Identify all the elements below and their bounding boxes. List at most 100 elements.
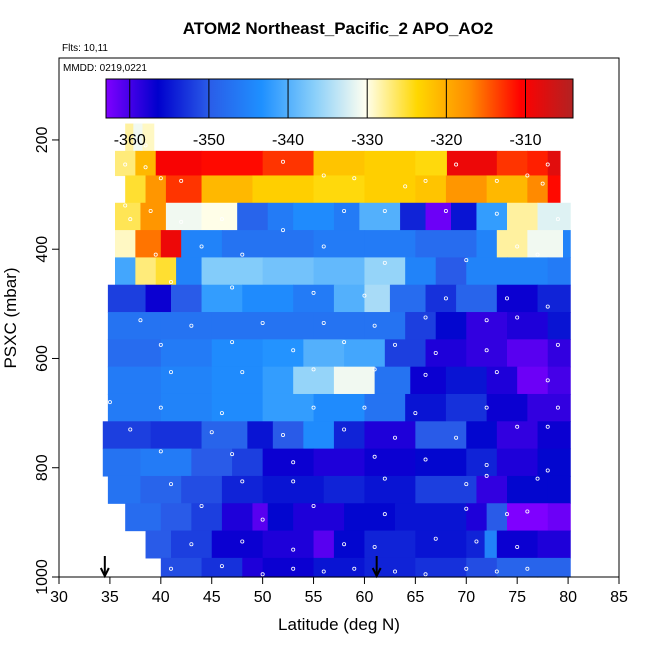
heatmap-cell <box>107 475 142 504</box>
x-tick-label: 70 <box>457 589 475 606</box>
sample-point <box>342 208 347 213</box>
date-note: MMDD: 0219,0221 <box>63 63 147 74</box>
heatmap-cell <box>262 448 315 477</box>
heatmap-cell <box>547 312 571 340</box>
sample-points <box>107 143 560 577</box>
heatmap-cell <box>527 230 564 259</box>
sample-point <box>179 178 184 183</box>
heatmap-cell <box>323 475 366 504</box>
sample-point <box>392 435 397 440</box>
heatmap-cell <box>405 257 437 286</box>
heatmap-cell <box>267 503 294 532</box>
sample-point <box>423 315 428 320</box>
heatmap-cell <box>145 284 172 313</box>
heatmap-cell <box>142 123 155 152</box>
heatmap-cell <box>466 312 508 340</box>
sample-point <box>291 460 296 465</box>
heatmap-cell <box>364 312 406 340</box>
heatmap-cell <box>262 530 315 559</box>
sample-point <box>321 244 326 249</box>
sample-point <box>179 219 184 224</box>
heatmap-cell <box>466 421 498 450</box>
heatmap-cell <box>374 366 411 395</box>
sample-point <box>423 372 428 377</box>
heatmap-cell <box>364 393 406 422</box>
heatmap-cell <box>221 230 264 259</box>
heatmap-cell <box>313 150 366 177</box>
heatmap-cell <box>507 202 539 231</box>
sample-point <box>494 569 499 574</box>
colorbar-tick-label: -310 <box>509 132 541 149</box>
heatmap-cell <box>303 339 345 368</box>
heatmap-cell <box>547 503 571 532</box>
heatmap-cell <box>115 202 142 231</box>
sample-point <box>464 258 469 263</box>
sample-point <box>240 370 245 375</box>
sample-point <box>148 208 153 213</box>
heatmap-cell <box>344 339 386 368</box>
heatmap-cell <box>133 123 144 152</box>
sample-point <box>240 539 245 544</box>
sample-point <box>291 566 296 571</box>
sample-point <box>260 517 265 522</box>
sample-point <box>362 405 367 410</box>
sample-point <box>342 340 347 345</box>
position-arrow <box>371 556 382 579</box>
sample-point <box>280 159 285 164</box>
sample-point <box>291 348 296 353</box>
heatmap-cell <box>333 284 366 313</box>
heatmap-cell <box>107 284 147 313</box>
sample-point <box>219 564 224 569</box>
heatmap-cell <box>303 421 335 450</box>
latitude-arrows <box>99 556 382 579</box>
heatmap-cell <box>201 150 264 177</box>
heatmap-cell <box>405 312 437 340</box>
sample-point <box>484 318 489 323</box>
chart-title: ATOM2 Northeast_Pacific_2 APO_AO2 <box>183 19 494 38</box>
heatmap-cell <box>415 175 447 204</box>
heatmap-cell <box>547 257 571 286</box>
sample-point <box>515 424 520 429</box>
sample-point <box>321 173 326 178</box>
heatmap-cell <box>107 312 162 340</box>
heatmap-cell <box>364 475 416 504</box>
heatmap-cell <box>313 312 366 340</box>
heatmap-cell <box>364 530 416 559</box>
sample-point <box>372 454 377 459</box>
heatmap-cell <box>107 393 162 422</box>
heatmap-cell <box>364 557 416 578</box>
heatmap-cell <box>415 230 478 259</box>
sample-point <box>525 566 530 571</box>
heatmap-cell <box>496 150 528 177</box>
heatmap-cell <box>313 530 335 559</box>
sample-point <box>260 320 265 325</box>
position-arrow <box>99 556 110 579</box>
heatmap-cell <box>547 175 561 204</box>
heatmap-cell <box>313 448 366 477</box>
sample-point <box>158 449 163 454</box>
heatmap-cell <box>313 257 366 286</box>
sample-point <box>504 296 509 301</box>
heatmap-cell <box>476 202 508 231</box>
sample-point <box>484 405 489 410</box>
flights-note: Flts: 10,11 <box>62 43 108 54</box>
sample-point <box>209 430 214 435</box>
heatmap-cell <box>563 230 571 259</box>
sample-point <box>454 162 459 167</box>
heatmap-cell <box>201 257 264 286</box>
sample-point <box>362 293 367 298</box>
sample-point <box>423 457 428 462</box>
sample-point <box>291 479 296 484</box>
heatmap-cell <box>232 448 264 477</box>
y-tick-label: 1000 <box>34 559 51 595</box>
sample-point <box>382 208 387 213</box>
sample-point <box>219 411 224 416</box>
heatmap-cell <box>262 339 304 368</box>
sample-point <box>464 482 469 487</box>
sample-point <box>168 482 173 487</box>
heatmap-cell <box>400 202 427 231</box>
heatmap-cell <box>425 284 457 313</box>
sample-point <box>423 572 428 577</box>
sample-point <box>545 378 550 383</box>
heatmap-cell <box>466 530 486 559</box>
